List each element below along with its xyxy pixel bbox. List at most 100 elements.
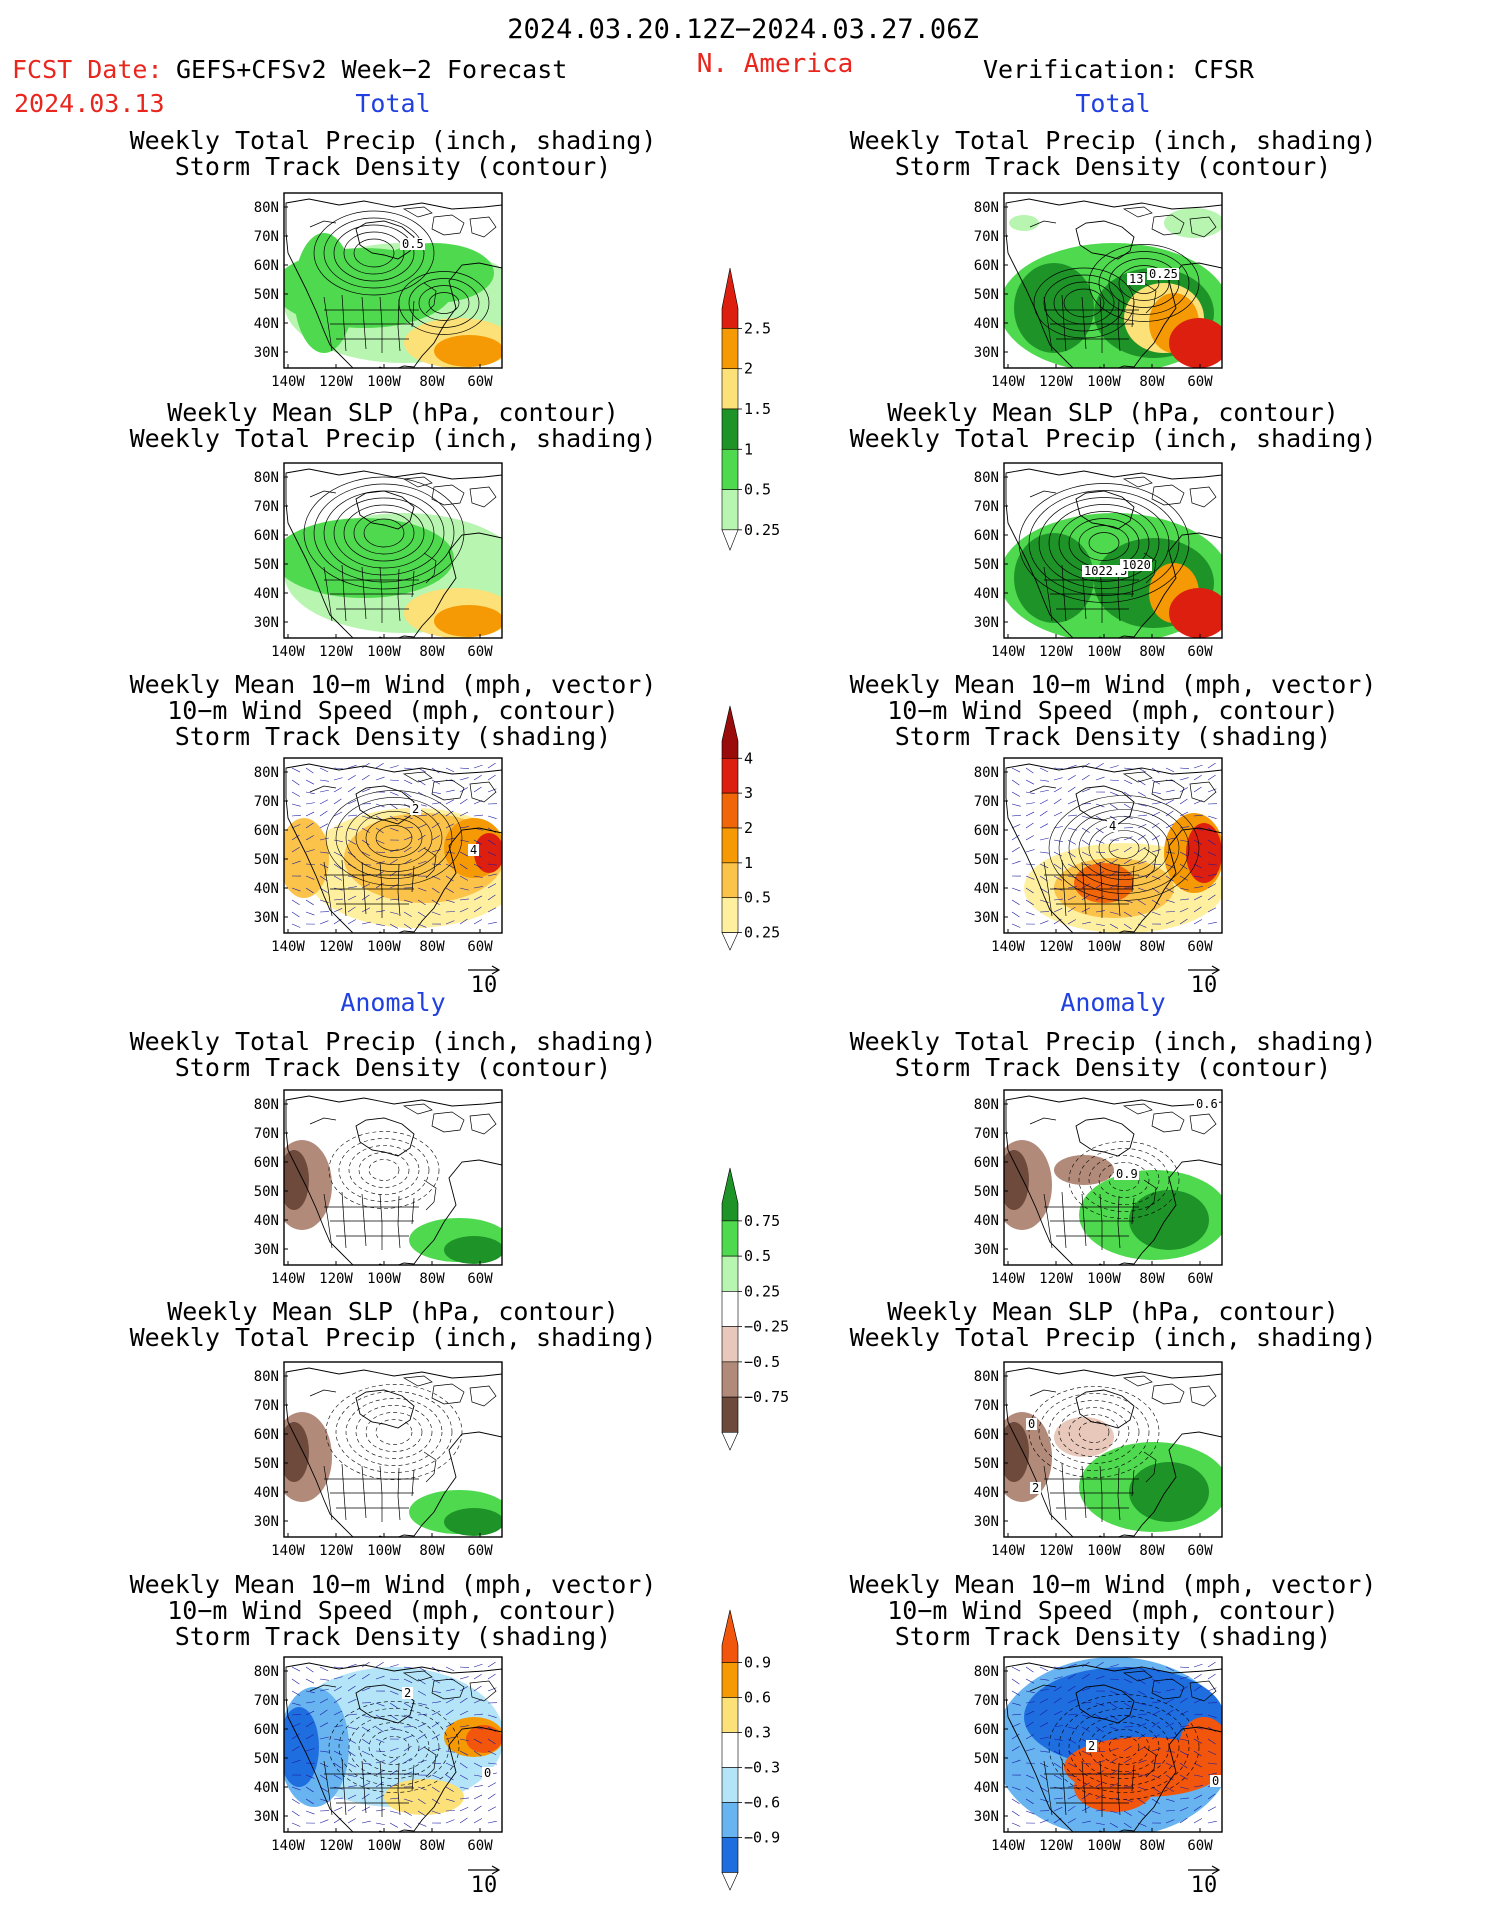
colorbar-label: 1	[744, 854, 753, 872]
panel-title: 10−m Wind Speed (mph, contour)	[167, 696, 619, 725]
lat-tick-label: 40N	[974, 1485, 999, 1501]
lon-tick-label: 80W	[419, 1271, 445, 1287]
lat-tick-label: 30N	[254, 1514, 279, 1530]
lon-tick-label: 120W	[319, 1543, 353, 1559]
lat-tick-label: 80N	[974, 765, 999, 781]
colorbar-swatch	[722, 1698, 738, 1733]
lon-tick-label: 60W	[1187, 1543, 1213, 1559]
panel-title: Storm Track Density (shading)	[175, 722, 612, 751]
panel-title: Weekly Mean SLP (hPa, contour)	[167, 1297, 619, 1326]
lon-tick-label: 120W	[319, 1838, 353, 1854]
colorbar-label: 0.9	[744, 1654, 771, 1672]
lon-tick-label: 100W	[367, 1838, 401, 1854]
period-title: 2024.03.20.12Z−2024.03.27.06Z	[507, 14, 978, 45]
lat-tick-label: 40N	[974, 1780, 999, 1796]
colorbar-swatch	[722, 758, 738, 793]
lat-tick-label: 80N	[974, 470, 999, 486]
colorbar-swatch	[722, 1256, 738, 1291]
colorbar-label: 0.5	[744, 1247, 771, 1265]
lon-tick-label: 140W	[991, 1838, 1025, 1854]
colorbar-label: 1	[744, 440, 753, 458]
lat-tick-label: 60N	[974, 1722, 999, 1738]
panel-title: 10−m Wind Speed (mph, contour)	[887, 696, 1339, 725]
contour-label: 2	[1088, 1739, 1095, 1753]
colorbar-label: 0.25	[744, 1282, 780, 1300]
panel-title: Weekly Total Precip (inch, shading)	[130, 126, 657, 155]
lat-tick-label: 80N	[254, 765, 279, 781]
lat-tick-label: 30N	[254, 615, 279, 631]
lat-tick-label: 70N	[254, 499, 279, 515]
vector-reference-label: 10	[1191, 973, 1218, 998]
lon-tick-label: 100W	[1087, 1838, 1121, 1854]
colorbar-label: 0.25	[744, 924, 780, 942]
lon-tick-label: 140W	[271, 1838, 305, 1854]
panel-title: Storm Track Density (contour)	[175, 152, 612, 181]
lon-tick-label: 60W	[467, 1271, 493, 1287]
lat-tick-label: 30N	[254, 910, 279, 926]
lat-tick-label: 60N	[254, 1427, 279, 1443]
lon-tick-label: 120W	[319, 644, 353, 660]
colorbar-swatch	[722, 268, 738, 328]
lat-tick-label: 70N	[974, 229, 999, 245]
colorbar-label: −0.25	[744, 1318, 789, 1336]
lat-tick-label: 70N	[254, 794, 279, 810]
lat-tick-label: 50N	[974, 557, 999, 573]
contour-label: 2	[404, 1686, 411, 1700]
colorbar-swatch	[722, 1291, 738, 1326]
lon-tick-label: 60W	[1187, 644, 1213, 660]
lon-tick-label: 60W	[1187, 939, 1213, 955]
contour-label: 13	[1129, 272, 1143, 286]
colorbar-swatch	[722, 1397, 738, 1432]
lon-tick-label: 120W	[1039, 1838, 1073, 1854]
fcst-date: 2024.03.13	[14, 89, 165, 118]
colorbar-track_anomaly: 0.90.60.3−0.3−0.6−0.9	[722, 1610, 780, 1890]
vector-reference: 10	[468, 1866, 499, 1898]
lat-tick-label: 40N	[974, 586, 999, 602]
panel-title: Weekly Total Precip (inch, shading)	[130, 1027, 657, 1056]
colorbar-swatch	[722, 1168, 738, 1221]
lon-tick-label: 80W	[1139, 1271, 1165, 1287]
lat-tick-label: 40N	[254, 316, 279, 332]
fcst-date-label: FCST Date:	[12, 55, 163, 84]
colorbar-label: 2	[744, 819, 753, 837]
panel-title: Storm Track Density (contour)	[895, 1053, 1332, 1082]
lat-tick-label: 40N	[974, 316, 999, 332]
colorbar-swatch	[722, 898, 738, 933]
lon-tick-label: 60W	[467, 1838, 493, 1854]
colorbar-precip_anomaly: 0.750.50.25−0.25−0.5−0.75	[722, 1168, 789, 1450]
colorbar-swatch	[722, 1733, 738, 1768]
colorbar-swatch	[722, 369, 738, 409]
lon-tick-label: 60W	[467, 939, 493, 955]
lon-tick-label: 60W	[1187, 374, 1213, 390]
lat-tick-label: 30N	[974, 1242, 999, 1258]
lon-tick-label: 80W	[1139, 644, 1165, 660]
colorbar-label: 1.5	[744, 400, 771, 418]
contour-label: 0	[1212, 1774, 1219, 1788]
colorbar-label: −0.9	[744, 1829, 780, 1847]
panel-title: Weekly Total Precip (inch, shading)	[850, 1027, 1377, 1056]
lon-tick-label: 80W	[1139, 1543, 1165, 1559]
colorbar-label: 0.3	[744, 1724, 771, 1742]
lon-tick-label: 60W	[1187, 1271, 1213, 1287]
colorbar-label: −0.75	[744, 1388, 789, 1406]
colorbar-swatch	[722, 490, 738, 530]
lon-tick-label: 140W	[271, 1543, 305, 1559]
lat-tick-label: 70N	[254, 229, 279, 245]
colorbar-label: 4	[744, 749, 753, 767]
colorbar-label: 0.5	[744, 481, 771, 499]
lon-tick-label: 140W	[271, 374, 305, 390]
lat-tick-label: 40N	[254, 1485, 279, 1501]
vector-reference-label: 10	[471, 973, 498, 998]
lat-tick-label: 60N	[974, 1427, 999, 1443]
panel-title: Storm Track Density (contour)	[175, 1053, 612, 1082]
lat-tick-label: 50N	[974, 1751, 999, 1767]
lon-tick-label: 120W	[1039, 644, 1073, 660]
